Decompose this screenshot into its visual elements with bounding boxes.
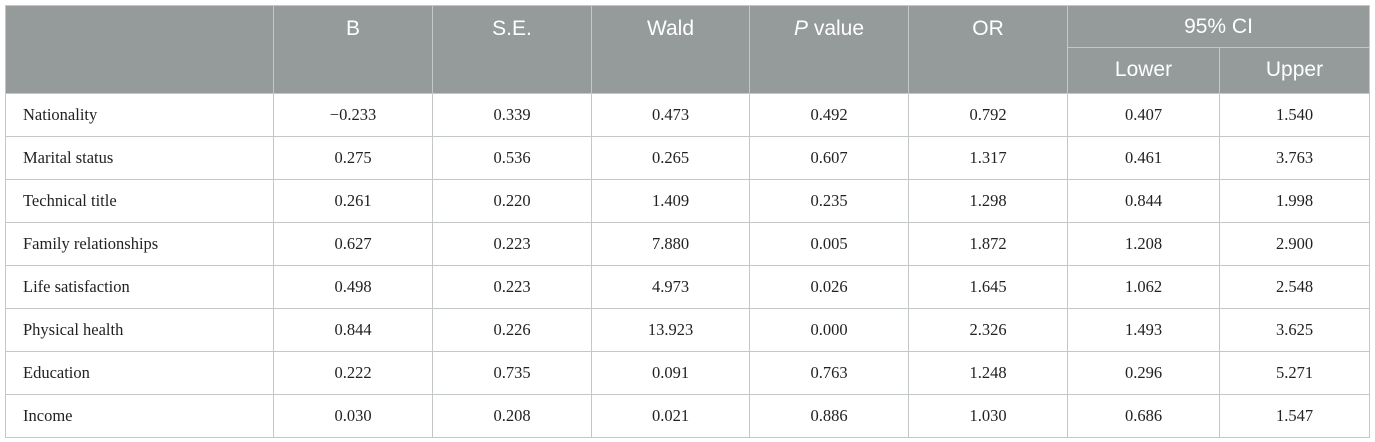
cell-p-value: 0.607	[749, 136, 909, 180]
cell-b: 0.275	[273, 136, 433, 180]
cell-ci-lower: 1.208	[1067, 222, 1220, 266]
cell-se: 0.339	[432, 93, 592, 137]
regression-table: B S.E. Wald P value OR 95% CI Lower Uppe…	[5, 5, 1370, 438]
cell-or: 0.792	[908, 93, 1068, 137]
cell-p-value: 0.235	[749, 179, 909, 223]
cell-b: 0.030	[273, 394, 433, 438]
cell-p-value: 0.000	[749, 308, 909, 352]
cell-ci-upper: 1.998	[1219, 179, 1370, 223]
table-row: Life satisfaction 0.498 0.223 4.973 0.026 1.6…	[5, 265, 1370, 309]
cell-ci-lower: 1.062	[1067, 265, 1220, 309]
row-label: Marital status	[5, 136, 274, 180]
cell-wald: 4.973	[591, 265, 750, 309]
header-wald: Wald	[591, 5, 750, 94]
cell-b: 0.222	[273, 351, 433, 395]
cell-p-value: 0.492	[749, 93, 909, 137]
cell-wald: 0.265	[591, 136, 750, 180]
cell-wald: 1.409	[591, 179, 750, 223]
cell-b: 0.498	[273, 265, 433, 309]
cell-ci-upper: 1.547	[1219, 394, 1370, 438]
cell-b: 0.627	[273, 222, 433, 266]
cell-wald: 0.473	[591, 93, 750, 137]
cell-or: 1.317	[908, 136, 1068, 180]
cell-se: 0.536	[432, 136, 592, 180]
cell-ci-upper: 3.763	[1219, 136, 1370, 180]
cell-se: 0.208	[432, 394, 592, 438]
table-header: B S.E. Wald P value OR 95% CI Lower Uppe…	[5, 5, 1370, 94]
header-b: B	[273, 5, 433, 94]
cell-wald: 0.091	[591, 351, 750, 395]
header-p-value: P value	[749, 5, 909, 94]
table-row: Family relationships 0.627 0.223 7.880 0.005…	[5, 222, 1370, 266]
row-label: Income	[5, 394, 274, 438]
header-p-rest: value	[807, 17, 865, 40]
cell-ci-lower: 0.407	[1067, 93, 1220, 137]
header-se: S.E.	[432, 5, 592, 94]
cell-ci-lower: 0.844	[1067, 179, 1220, 223]
row-label: Technical title	[5, 179, 274, 223]
table-row: Education 0.222 0.735 0.091 0.763 1.248 0.296 5…	[5, 351, 1370, 395]
cell-b: −0.233	[273, 93, 433, 137]
cell-se: 0.223	[432, 222, 592, 266]
cell-p-value: 0.005	[749, 222, 909, 266]
cell-se: 0.220	[432, 179, 592, 223]
cell-b: 0.261	[273, 179, 433, 223]
header-stub	[5, 5, 274, 94]
table-row: Technical title 0.261 0.220 1.409 0.235 1.298…	[5, 179, 1370, 223]
cell-or: 2.326	[908, 308, 1068, 352]
cell-se: 0.223	[432, 265, 592, 309]
cell-p-value: 0.026	[749, 265, 909, 309]
header-lower: Lower	[1067, 47, 1220, 94]
header-or: OR	[908, 5, 1068, 94]
cell-ci-upper: 1.540	[1219, 93, 1370, 137]
cell-se: 0.226	[432, 308, 592, 352]
cell-or: 1.872	[908, 222, 1068, 266]
row-label: Education	[5, 351, 274, 395]
cell-ci-lower: 0.686	[1067, 394, 1220, 438]
cell-or: 1.248	[908, 351, 1068, 395]
row-label: Family relationships	[5, 222, 274, 266]
header-ci: 95% CI	[1067, 5, 1370, 48]
cell-ci-lower: 1.493	[1067, 308, 1220, 352]
cell-or: 1.030	[908, 394, 1068, 438]
cell-ci-lower: 0.296	[1067, 351, 1220, 395]
table-row: Nationality −0.233 0.339 0.473 0.492 0.792 0.4…	[5, 93, 1370, 137]
row-label: Nationality	[5, 93, 274, 137]
cell-ci-lower: 0.461	[1067, 136, 1220, 180]
cell-or: 1.298	[908, 179, 1068, 223]
row-label: Life satisfaction	[5, 265, 274, 309]
cell-or: 1.645	[908, 265, 1068, 309]
cell-ci-upper: 5.271	[1219, 351, 1370, 395]
cell-se: 0.735	[432, 351, 592, 395]
header-p-italic: P	[793, 17, 808, 40]
table-row: Marital status 0.275 0.536 0.265 0.607 1.317 0…	[5, 136, 1370, 180]
cell-b: 0.844	[273, 308, 433, 352]
header-upper: Upper	[1219, 47, 1370, 94]
cell-ci-upper: 2.548	[1219, 265, 1370, 309]
cell-wald: 0.021	[591, 394, 750, 438]
cell-wald: 13.923	[591, 308, 750, 352]
table-body: Nationality −0.233 0.339 0.473 0.492 0.792 0.4…	[5, 93, 1370, 438]
table-row: Physical health 0.844 0.226 13.923 0.000 2.32…	[5, 308, 1370, 352]
cell-wald: 7.880	[591, 222, 750, 266]
cell-ci-upper: 2.900	[1219, 222, 1370, 266]
cell-ci-upper: 3.625	[1219, 308, 1370, 352]
cell-p-value: 0.886	[749, 394, 909, 438]
row-label: Physical health	[5, 308, 274, 352]
table-row: Income 0.030 0.208 0.021 0.886 1.030 0.686 1.54…	[5, 394, 1370, 438]
cell-p-value: 0.763	[749, 351, 909, 395]
